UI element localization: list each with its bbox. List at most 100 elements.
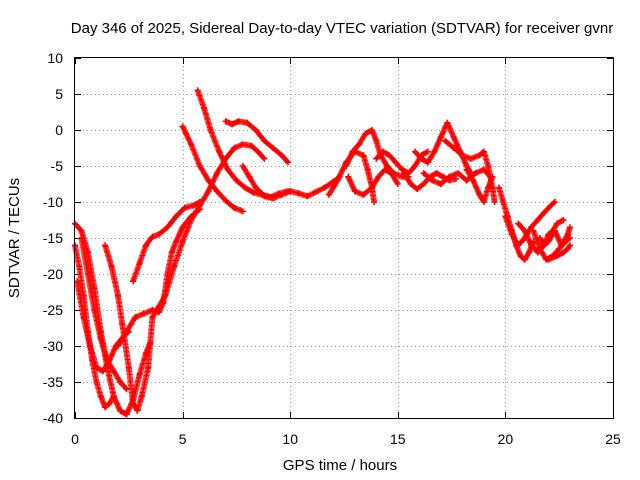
data-point [468, 155, 474, 162]
data-point [136, 371, 143, 378]
data-point [450, 134, 457, 141]
data-point [100, 368, 106, 375]
y-tick-label: -15 [43, 230, 63, 246]
data-point [564, 231, 571, 238]
data-point [394, 181, 401, 187]
data-point [480, 148, 487, 155]
data-point [239, 163, 246, 169]
data-point [313, 188, 319, 195]
data-point [155, 309, 162, 316]
y-tick-label: -40 [43, 410, 63, 426]
data-point [235, 118, 242, 125]
data-point [138, 393, 145, 400]
data-point [560, 249, 567, 256]
y-tick-label: 0 [55, 122, 63, 138]
data-point [270, 145, 276, 151]
series-sat-f [130, 199, 203, 285]
data-point [556, 245, 563, 252]
data-point [190, 202, 197, 209]
plot-frame [74, 57, 614, 419]
data-point [160, 299, 167, 306]
data-point [375, 173, 382, 180]
data-point [379, 148, 386, 155]
data-point [351, 188, 358, 195]
data-point [115, 343, 121, 349]
data-point [349, 148, 356, 155]
data-point [345, 173, 352, 180]
data-point [239, 141, 246, 148]
data-point [214, 170, 220, 177]
data-point [145, 364, 152, 371]
data-point [106, 400, 113, 407]
data-point [500, 199, 507, 205]
data-point [450, 145, 457, 151]
data-point [196, 206, 203, 213]
x-tick-label: 10 [282, 431, 298, 447]
data-point [254, 148, 261, 155]
data-point [455, 170, 462, 177]
data-point [521, 256, 528, 263]
data-point [526, 249, 533, 256]
data-point [418, 155, 425, 162]
data-point [233, 177, 240, 184]
data-point [87, 343, 94, 349]
data-point [472, 170, 479, 177]
data-point [356, 141, 363, 148]
data-point [196, 163, 203, 169]
data-point [470, 177, 477, 184]
data-point [123, 411, 130, 418]
data-point [119, 321, 126, 328]
data-point [551, 199, 558, 205]
data-point [463, 177, 470, 184]
data-point [97, 393, 104, 400]
data-point [123, 386, 130, 393]
data-point [360, 152, 367, 159]
data-point [463, 166, 470, 173]
data-point [117, 407, 124, 414]
data-point [201, 105, 208, 112]
data-point [545, 256, 552, 263]
data-point [149, 314, 156, 321]
data-point [381, 166, 388, 173]
x-tick-label: 0 [71, 431, 79, 447]
data-point [173, 238, 180, 245]
y-tick-label: 10 [47, 50, 63, 66]
data-point [132, 314, 139, 321]
data-point [91, 307, 98, 313]
y-tick-label: -25 [43, 302, 63, 318]
y-tick-label: -35 [43, 374, 63, 390]
data-point [214, 188, 220, 195]
data-point [560, 217, 567, 223]
data-point [229, 121, 236, 128]
data-point [196, 199, 203, 205]
data-point [371, 199, 378, 205]
data-point [343, 163, 350, 169]
data-point [173, 213, 180, 220]
data-point [78, 227, 85, 234]
data-point [388, 170, 395, 177]
data-point [74, 278, 81, 285]
y-tick-label: -5 [51, 158, 64, 174]
data-point [517, 253, 524, 259]
data-point [244, 119, 251, 126]
data-point [117, 379, 124, 385]
data-point [216, 148, 223, 155]
data-point [168, 249, 175, 256]
series-sat-d [78, 235, 130, 393]
data-point [373, 137, 380, 144]
data-point [412, 163, 418, 169]
series-sat-j [222, 118, 291, 166]
data-point [437, 181, 444, 187]
data-point [431, 148, 438, 155]
data-point [246, 173, 253, 180]
data-point [515, 242, 522, 249]
x-tick-label: 5 [179, 431, 187, 447]
data-point [567, 224, 573, 231]
data-point [446, 173, 453, 180]
data-point [93, 379, 100, 385]
data-point [136, 260, 143, 267]
data-point [530, 227, 537, 234]
data-point [125, 364, 132, 371]
data-point [476, 152, 483, 159]
data-point [287, 188, 294, 195]
